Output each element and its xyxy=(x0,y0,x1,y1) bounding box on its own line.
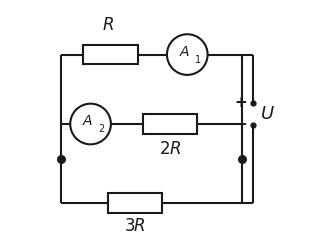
Text: −: − xyxy=(235,117,247,132)
Point xyxy=(239,157,244,161)
Point xyxy=(58,157,63,161)
Bar xyxy=(108,193,163,213)
Point xyxy=(251,123,256,127)
Circle shape xyxy=(167,34,208,75)
Text: A: A xyxy=(180,45,189,59)
Point xyxy=(251,101,256,105)
Text: +: + xyxy=(235,95,247,110)
Bar xyxy=(83,45,138,64)
Text: A: A xyxy=(83,114,92,128)
Text: $2R$: $2R$ xyxy=(159,140,181,158)
Bar xyxy=(143,114,197,134)
Text: $R$: $R$ xyxy=(102,16,114,34)
Text: 2: 2 xyxy=(98,124,104,134)
Circle shape xyxy=(70,104,111,144)
Text: $3R$: $3R$ xyxy=(124,217,146,235)
Text: $U$: $U$ xyxy=(260,105,275,123)
Text: 1: 1 xyxy=(195,55,201,65)
